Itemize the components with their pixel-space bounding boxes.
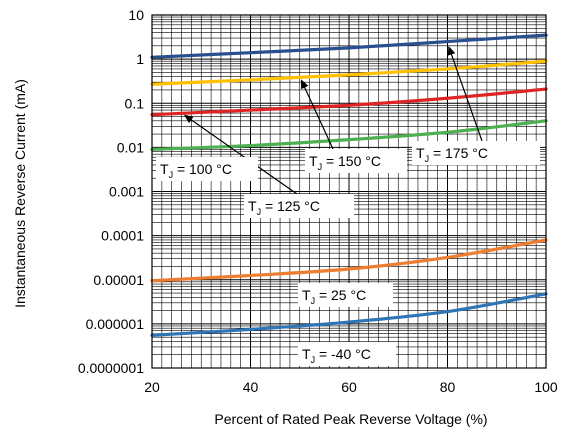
- annotation-label: TJ = 25 °C: [302, 287, 366, 306]
- y-axis-title: Instantaneous Reverse Current (mA): [12, 79, 28, 308]
- annotation-arrow: [184, 114, 298, 195]
- series-line-0: [150, 33, 548, 59]
- plot-frame: [151, 14, 547, 369]
- annotation-box: [298, 342, 396, 366]
- series-layer: [150, 33, 548, 337]
- y-tick-label: 0.000001: [86, 316, 145, 332]
- y-tick-label: 10: [128, 7, 144, 23]
- annotation-label: TJ = -40 °C: [302, 346, 371, 365]
- y-axis-ticks: 0.0000001 0.000001 0.00001 0.0001 0.001 0.01 0…: [78, 7, 144, 376]
- annotation-box: [298, 283, 393, 307]
- x-tick-label: 20: [144, 379, 160, 395]
- annotation-3: TJ = 100 °C: [156, 157, 258, 181]
- annotation-label: TJ = 100 °C: [160, 161, 232, 180]
- x-axis-ticks: 20 40 60 80 100: [144, 379, 558, 395]
- y-tick-label: 0.0001: [101, 228, 144, 244]
- annotation-4: TJ = 25 °C: [298, 283, 393, 307]
- series-line-3: [150, 119, 548, 151]
- annotation-0: TJ = 175 °C: [412, 45, 540, 165]
- y-tick-label: 0.1: [125, 95, 145, 111]
- series-line-5: [150, 292, 548, 337]
- x-axis-title: Percent of Rated Peak Reverse Voltage (%…: [214, 411, 487, 427]
- series-line-2: [150, 87, 548, 117]
- annotation-box: [305, 149, 407, 173]
- grid: [151, 15, 547, 369]
- annotation-5: TJ = -40 °C: [298, 342, 396, 366]
- annotation-1: TJ = 150 °C: [300, 79, 407, 173]
- y-tick-label: 0.01: [117, 139, 144, 155]
- annotation-box: [244, 194, 354, 218]
- series-line-1: [150, 59, 548, 86]
- x-tick-label: 100: [534, 379, 558, 395]
- y-tick-label: 0.0000001: [78, 360, 144, 376]
- annotation-label: TJ = 150 °C: [309, 153, 381, 172]
- y-tick-label: 1: [136, 51, 144, 67]
- annotation-box: [412, 141, 540, 165]
- y-tick-label: 0.00001: [93, 272, 144, 288]
- annotation-arrow: [447, 45, 483, 142]
- y-tick-label: 0.001: [109, 184, 144, 200]
- annotations: TJ = 175 °C TJ = 150 °C TJ = 125 °C TJ = 10…: [156, 45, 540, 366]
- x-tick-label: 60: [341, 379, 357, 395]
- annotation-arrow: [300, 79, 334, 150]
- annotation-label: TJ = 175 °C: [416, 145, 488, 164]
- annotation-label: TJ = 125 °C: [248, 198, 320, 217]
- series-line-4: [150, 238, 548, 283]
- annotation-box: [156, 157, 258, 181]
- annotation-2: TJ = 125 °C: [184, 114, 354, 218]
- x-tick-label: 80: [440, 379, 456, 395]
- x-tick-label: 40: [243, 379, 259, 395]
